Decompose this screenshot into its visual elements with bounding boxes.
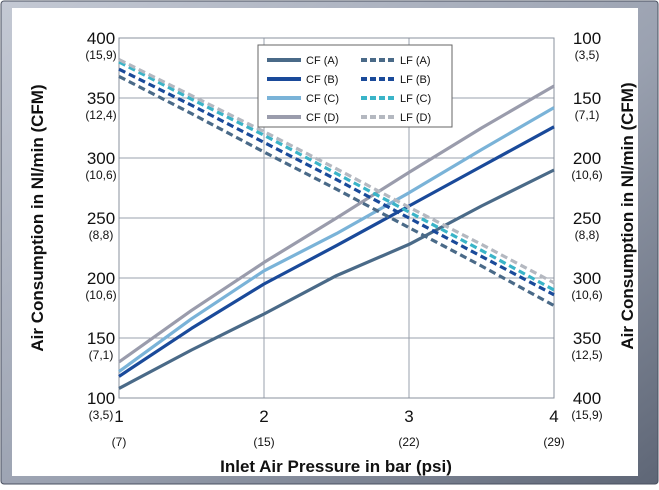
y-left-tick-sublabel: (15,9) bbox=[85, 48, 116, 62]
y-left-tick-sublabel: (7,1) bbox=[89, 348, 114, 362]
legend-label: LF (D) bbox=[400, 112, 431, 124]
legend-label: LF (B) bbox=[400, 74, 431, 86]
y-right-tick-sublabel: (10,6) bbox=[571, 168, 602, 182]
x-tick-label: 1 bbox=[114, 407, 123, 426]
y-left-tick-sublabel: (10,6) bbox=[85, 288, 116, 302]
series-line-lf-b bbox=[118, 67, 555, 297]
y-left-tick-label: 350 bbox=[87, 89, 115, 108]
y-right-tick-sublabel: (15,9) bbox=[571, 408, 602, 422]
x-tick-sublabel: (15) bbox=[253, 435, 274, 449]
y-left-tick-label: 100 bbox=[87, 389, 115, 408]
x-tick-sublabel: (29) bbox=[543, 435, 564, 449]
legend-label: CF (A) bbox=[306, 55, 338, 67]
y-right-tick-sublabel: (8,8) bbox=[575, 228, 600, 242]
y-right-tick-label: 400 bbox=[573, 389, 601, 408]
series-line-lf-d bbox=[118, 58, 555, 285]
x-tick-label: 3 bbox=[404, 407, 413, 426]
y-right-tick-label: 150 bbox=[573, 89, 601, 108]
y-left-tick-label: 400 bbox=[87, 29, 115, 48]
legend-label: CF (C) bbox=[306, 93, 339, 105]
legend-label: LF (C) bbox=[400, 93, 431, 105]
y-right-tick-label: 250 bbox=[573, 209, 601, 228]
y-right-tick-label: 200 bbox=[573, 149, 601, 168]
y-left-tick-label: 200 bbox=[87, 269, 115, 288]
y-left-tick-sublabel: (8,8) bbox=[89, 228, 114, 242]
y-left-tick-label: 150 bbox=[87, 329, 115, 348]
plot-border bbox=[118, 37, 555, 399]
x-tick-label: 4 bbox=[549, 407, 558, 426]
x-tick-sublabel: (7) bbox=[112, 435, 127, 449]
x-tick-label: 2 bbox=[259, 407, 268, 426]
series-line-lf-a bbox=[118, 74, 555, 308]
series-line-cf-d bbox=[118, 84, 555, 364]
series-line-cf-a bbox=[118, 168, 555, 390]
legend-label: CF (D) bbox=[306, 112, 339, 124]
series-group bbox=[118, 58, 555, 390]
y-right-tick-label: 100 bbox=[573, 29, 601, 48]
y-right-tick-sublabel: (10,6) bbox=[571, 288, 602, 302]
y-right-tick-label: 350 bbox=[573, 329, 601, 348]
series-line-cf-c bbox=[118, 106, 555, 373]
y-left-tick-sublabel: (12,4) bbox=[85, 108, 116, 122]
series-line-lf-c bbox=[118, 60, 555, 292]
legend-label: LF (A) bbox=[400, 55, 431, 67]
x-axis-title: Inlet Air Pressure in bar (psi) bbox=[220, 457, 452, 476]
y-right-tick-sublabel: (3,5) bbox=[575, 48, 600, 62]
y-right-tick-sublabel: (7,1) bbox=[575, 108, 600, 122]
series-line-cf-b bbox=[118, 125, 555, 378]
grid bbox=[118, 37, 555, 399]
y-axis-right-title: Air Consumption in Nl/min (CFM) bbox=[618, 82, 637, 349]
y-axis-left-title: Air Consumption in Nl/min (CFM) bbox=[28, 84, 47, 351]
y-left-tick-sublabel: (10,6) bbox=[85, 168, 116, 182]
legend-label: CF (B) bbox=[306, 74, 338, 86]
y-left-tick-sublabel: (3,5) bbox=[89, 408, 114, 422]
tick-labels: 400(15,9)350(12,4)300(10,6)250(8,8)200(1… bbox=[85, 29, 602, 449]
y-left-tick-label: 250 bbox=[87, 209, 115, 228]
y-right-tick-label: 300 bbox=[573, 269, 601, 288]
y-right-tick-sublabel: (12,5) bbox=[571, 348, 602, 362]
y-left-tick-label: 300 bbox=[87, 149, 115, 168]
legend: CF (A) CF (B) CF (C) CF (D) LF (A) LF (B) LF (… bbox=[257, 44, 453, 128]
x-tick-sublabel: (22) bbox=[398, 435, 419, 449]
